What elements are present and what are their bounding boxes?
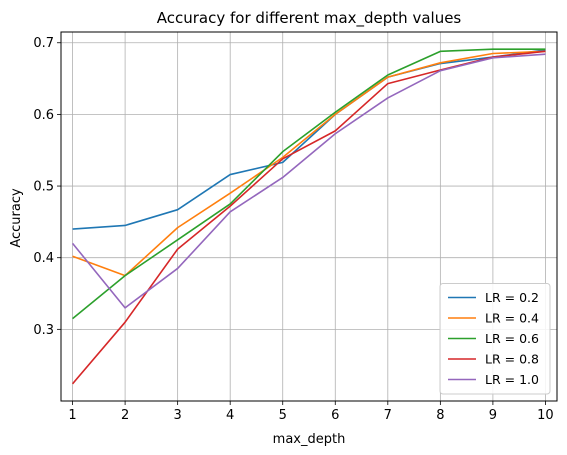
x-tick-label: 6 [331, 408, 339, 423]
chart-title: Accuracy for different max_depth values [157, 9, 462, 28]
x-tick-label: 2 [121, 408, 129, 423]
y-tick-label: 0.3 [33, 323, 54, 338]
x-tick-label: 8 [436, 408, 444, 423]
series-lines [71, 48, 546, 385]
y-tick-label: 0.4 [33, 251, 54, 266]
x-tick-label: 9 [489, 408, 497, 423]
series-line [72, 48, 546, 320]
x-tick-label: 1 [68, 408, 76, 423]
y-tick-label: 0.5 [33, 180, 54, 195]
series-line [71, 53, 546, 309]
legend-label: LR = 1.0 [485, 372, 539, 387]
y-tick-label: 0.7 [33, 36, 54, 51]
legend-label: LR = 0.8 [485, 352, 539, 367]
x-axis-ticks: 1 2 3 4 5 6 7 8 9 10 [68, 401, 554, 423]
legend-box [439, 283, 551, 395]
legend-label: LR = 0.4 [485, 311, 539, 326]
series-line [72, 50, 546, 277]
x-tick-label: 4 [226, 408, 234, 423]
x-tick-label: 10 [537, 408, 554, 423]
x-tick-label: 3 [174, 408, 182, 423]
y-tick-label: 0.6 [33, 108, 54, 123]
plot-frame [60, 31, 558, 402]
y-axis-label: Accuracy [9, 188, 24, 248]
legend-label: LR = 0.6 [485, 331, 539, 346]
legend-label: LR = 0.2 [485, 290, 539, 305]
series-line [72, 49, 546, 230]
x-tick-label: 7 [384, 408, 392, 423]
y-axis-ticks: 0.3 0.4 0.5 0.6 0.7 [33, 36, 61, 338]
legend: LR = 0.2 LR = 0.4 LR = 0.6 LR = 0.8 LR = 1.0 [439, 283, 551, 395]
x-tick-label: 5 [279, 408, 287, 423]
x-axis-label: max_depth [273, 432, 346, 447]
